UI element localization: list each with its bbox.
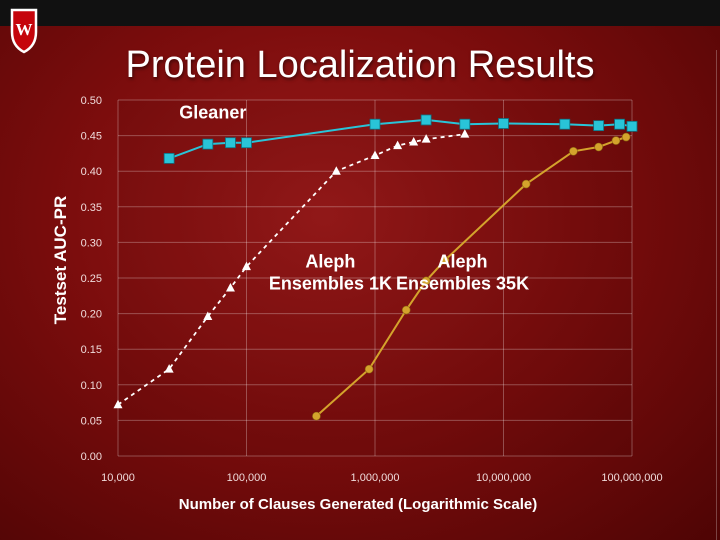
data-point-aleph-ensembles-35k: [421, 276, 431, 286]
data-point-gleaner: [459, 118, 471, 130]
y-tick-label: 0.00: [81, 451, 102, 463]
series-line-aleph-ensembles-35k: [315, 136, 627, 417]
y-tick-label: 0.45: [81, 131, 102, 143]
slide-title: Protein Localization Results: [125, 44, 595, 86]
annotation-line: Ensembles 1K: [269, 273, 392, 293]
data-point-aleph-ensembles-35k: [364, 364, 374, 374]
data-point-aleph-ensembles-1k: [113, 399, 123, 409]
data-point-aleph-ensembles-1k: [460, 129, 470, 138]
data-point-aleph-ensembles-1k: [421, 134, 431, 143]
data-point-gleaner: [593, 120, 605, 132]
data-point-aleph-ensembles-35k: [569, 146, 578, 156]
annotation-line: Aleph: [438, 251, 488, 271]
data-point-aleph-ensembles-1k: [370, 150, 380, 160]
x-tick-label: 1,000,000: [351, 472, 400, 484]
series-annotation: Aleph Ensembles 1K: [269, 251, 392, 293]
data-point-gleaner: [241, 137, 252, 149]
data-point-gleaner: [614, 118, 625, 130]
series-annotation: Aleph Ensembles 35K: [396, 251, 529, 293]
series-annotation: Gleaner: [179, 103, 246, 123]
y-tick-label: 0.10: [81, 380, 102, 392]
data-point-aleph-ensembles-1k: [331, 166, 341, 175]
data-point-gleaner: [626, 120, 638, 132]
annotation-line: Ensembles 35K: [396, 273, 529, 293]
data-point-aleph-ensembles-35k: [312, 411, 321, 421]
data-point-aleph-ensembles-35k: [521, 179, 531, 189]
data-point-aleph-ensembles-35k: [611, 136, 621, 145]
data-point-aleph-ensembles-1k: [393, 140, 403, 150]
data-point-aleph-ensembles-1k: [225, 282, 235, 292]
data-point-aleph-ensembles-1k: [203, 311, 213, 320]
y-tick-label: 0.20: [81, 309, 102, 321]
crest-letter: W: [16, 20, 33, 39]
x-tick-label: 100,000: [227, 472, 267, 484]
data-point-gleaner: [225, 137, 236, 149]
y-tick-label: 0.35: [81, 202, 102, 214]
data-point-aleph-ensembles-35k: [621, 132, 631, 142]
data-point-aleph-ensembles-1k: [409, 137, 419, 146]
data-point-aleph-ensembles-1k: [164, 364, 174, 373]
data-point-gleaner: [163, 152, 175, 164]
y-axis-label: Testset AUC-PR: [51, 196, 70, 324]
data-point-gleaner: [420, 114, 432, 126]
data-point-aleph-ensembles-1k: [242, 261, 251, 271]
data-point-aleph-ensembles-35k: [440, 255, 450, 265]
data-point-gleaner: [498, 118, 509, 129]
annotation-line: Gleaner: [179, 103, 246, 123]
x-tick-label: 100,000,000: [601, 472, 662, 484]
x-tick-label: 10,000,000: [476, 472, 531, 484]
data-point-gleaner: [369, 118, 381, 130]
slide-border-line: [716, 50, 717, 540]
data-point-aleph-ensembles-35k: [594, 142, 603, 152]
x-axis-label: Number of Clauses Generated (Logarithmic…: [179, 496, 537, 513]
top-bar: [0, 0, 720, 26]
data-point-aleph-ensembles-35k: [401, 305, 411, 315]
y-tick-label: 0.15: [81, 344, 102, 356]
annotation-line: Aleph: [305, 251, 355, 271]
y-tick-label: 0.50: [81, 95, 102, 107]
y-tick-label: 0.30: [81, 237, 102, 249]
y-tick-label: 0.25: [81, 273, 102, 285]
data-point-gleaner: [559, 118, 571, 130]
y-tick-label: 0.05: [81, 415, 102, 427]
data-point-gleaner: [202, 138, 214, 150]
x-tick-label: 10,000: [101, 472, 135, 484]
plot-area: [118, 100, 632, 456]
y-tick-label: 0.40: [81, 166, 102, 178]
university-crest-logo: W: [10, 8, 38, 54]
